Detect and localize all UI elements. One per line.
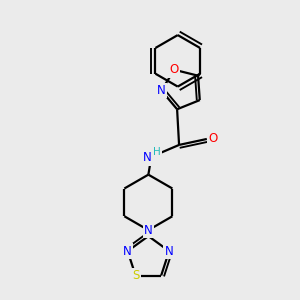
Text: O: O — [208, 133, 218, 146]
Text: N: N — [165, 244, 173, 258]
Text: S: S — [132, 269, 139, 282]
Text: N: N — [143, 151, 152, 164]
Text: N: N — [123, 244, 132, 258]
Text: O: O — [170, 63, 179, 76]
Text: N: N — [144, 224, 153, 237]
Text: H: H — [153, 147, 161, 157]
Text: N: N — [157, 84, 166, 97]
